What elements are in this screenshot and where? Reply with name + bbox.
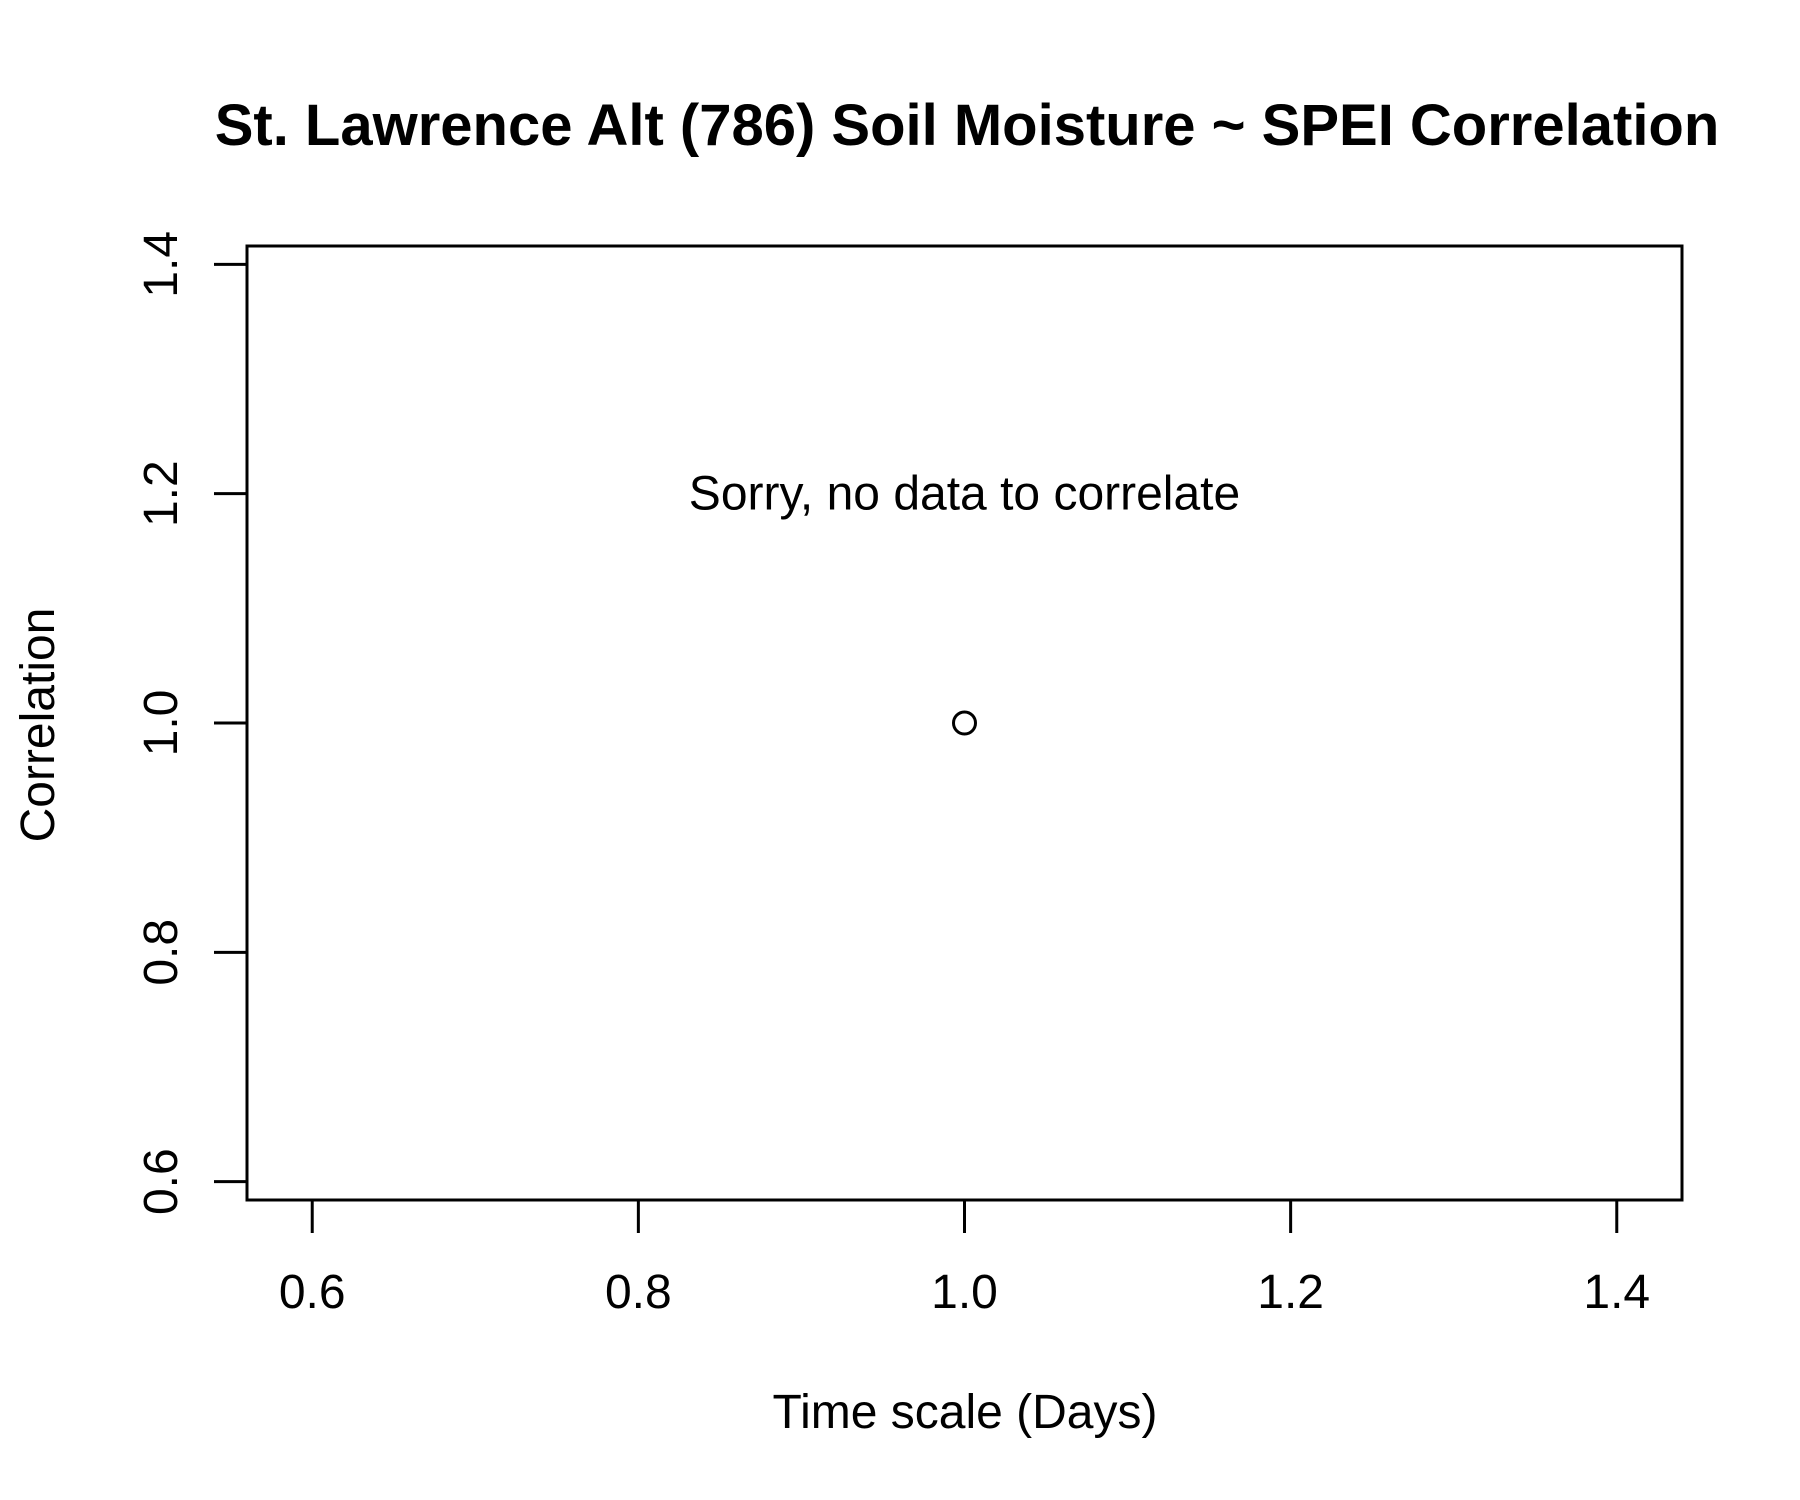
data-point xyxy=(952,710,977,736)
x-tick-label: 1.0 xyxy=(931,1266,998,1319)
y-tick-label: 0.6 xyxy=(135,1148,188,1215)
y-axis: 0.6 0.8 1.0 1.2 1.4 xyxy=(135,231,247,1215)
x-tick-label: 1.4 xyxy=(1583,1266,1650,1319)
y-tick-label: 1.2 xyxy=(135,460,188,527)
data-points xyxy=(952,710,977,736)
x-axis: 0.6 0.8 1.0 1.2 1.4 xyxy=(279,1200,1650,1319)
no-data-annotation: Sorry, no data to correlate xyxy=(689,468,1240,521)
x-tick-label: 0.6 xyxy=(279,1266,346,1319)
x-tick-label: 1.2 xyxy=(1257,1266,1324,1319)
x-axis-label: Time scale (Days) xyxy=(773,1386,1158,1439)
y-tick-label: 0.8 xyxy=(135,919,188,986)
y-axis-label: Correlation xyxy=(12,608,65,843)
chart-title: St. Lawrence Alt (786) Soil Moisture ~ S… xyxy=(215,93,1720,158)
x-tick-label: 0.8 xyxy=(605,1266,672,1319)
plot-frame xyxy=(245,244,1684,1202)
y-tick-label: 1.4 xyxy=(135,231,188,298)
y-tick-label: 1.0 xyxy=(135,690,188,757)
